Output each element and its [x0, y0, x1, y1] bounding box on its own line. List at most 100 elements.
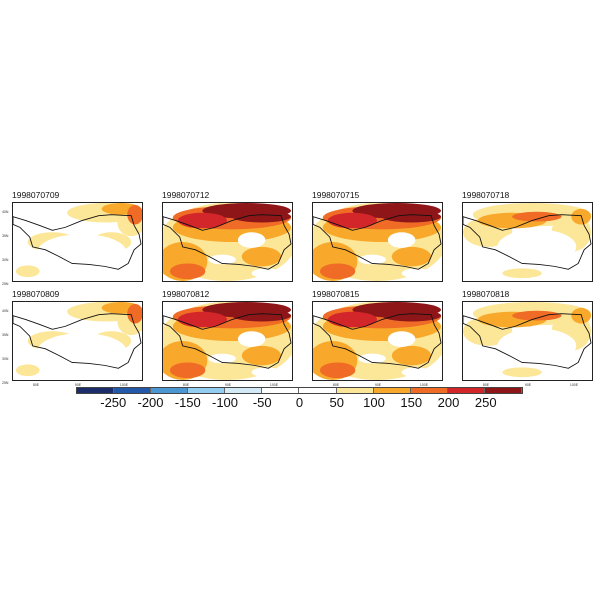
- anomaly-map: [162, 202, 293, 282]
- anomaly-region: [512, 211, 562, 222]
- lon-tick-label: 90E: [524, 383, 532, 387]
- neutral-region: [387, 232, 416, 248]
- anomaly-map: [162, 301, 293, 381]
- lon-tick-label: 100E: [569, 383, 579, 387]
- colorbar-box: [410, 388, 448, 393]
- neutral-region: [401, 367, 432, 378]
- colorbar-label: 0: [295, 395, 304, 410]
- plateau-boundary: [13, 214, 142, 270]
- anomaly-region: [15, 265, 40, 278]
- map-panel: 1998070715: [312, 190, 443, 282]
- anomaly-map: [312, 202, 443, 282]
- colorbar-box: [114, 388, 152, 393]
- panel-title: 1998070809: [12, 289, 60, 299]
- map-panel: 1998070815 80E 90E 100E: [312, 289, 443, 387]
- anomaly-map: [12, 301, 143, 381]
- neutral-region: [358, 254, 386, 265]
- colorbar-label: -200: [137, 395, 164, 410]
- colorbar-label: 100: [363, 395, 385, 410]
- panel-title: 1998070718: [462, 190, 510, 200]
- anomaly-region: [169, 263, 206, 280]
- map-panel: 1998070812 80E 90E 100E: [162, 289, 293, 387]
- neutral-region: [208, 353, 236, 364]
- map-panel: 1998070809 40N 35N 30N 25N 80E 90E 100E: [2, 289, 143, 387]
- anomaly-map: [312, 301, 443, 381]
- colorbar-label: -250: [100, 395, 127, 410]
- anomaly-region: [502, 268, 542, 279]
- lon-tick-label: 100E: [419, 383, 429, 387]
- colorbar-box: [373, 388, 411, 393]
- lon-tick-label: 80E: [332, 383, 340, 387]
- lat-tick-label: 30N: [2, 357, 9, 361]
- plateau-boundary: [163, 313, 292, 369]
- lon-tick-label: 90E: [374, 383, 382, 387]
- anomaly-region: [177, 311, 228, 328]
- colorbar-label: 200: [437, 395, 460, 410]
- colorbar-label: 150: [400, 395, 423, 410]
- neutral-region: [237, 331, 266, 347]
- anomaly-region: [381, 210, 442, 223]
- anomaly-map: [462, 301, 593, 381]
- lon-tick-label: 80E: [32, 383, 40, 387]
- map-panel: 1998070818 80E 90E 100E: [462, 289, 593, 387]
- map-panel: 1998070718: [462, 190, 593, 282]
- anomaly-region: [231, 210, 292, 223]
- lat-tick-label: 40N: [2, 210, 9, 214]
- neutral-region: [401, 268, 432, 279]
- anomaly-region: [231, 309, 292, 322]
- anomaly-region: [502, 367, 542, 378]
- anomaly-region: [319, 263, 356, 280]
- neutral-region: [37, 234, 127, 270]
- map-panel: 1998070712: [162, 190, 293, 282]
- panel-title: 1998070815: [312, 289, 360, 299]
- anomaly-region: [127, 204, 142, 225]
- neutral-region: [208, 254, 236, 265]
- lat-tick-label: 25N: [2, 381, 9, 385]
- neutral-region: [237, 232, 266, 248]
- neutral-region: [387, 331, 416, 347]
- plateau-boundary: [13, 313, 142, 369]
- colorbar: [76, 387, 523, 394]
- anomaly-map: [12, 202, 143, 282]
- plateau-boundary: [463, 214, 592, 270]
- colorbar-box: [151, 388, 189, 393]
- colorbar-label: 250: [474, 395, 497, 410]
- lon-tick-label: 90E: [224, 383, 232, 387]
- anomaly-region: [241, 345, 282, 366]
- lon-tick-label: 100E: [119, 383, 129, 387]
- colorbar-box: [336, 388, 374, 393]
- neutral-region: [497, 229, 577, 265]
- colorbar-box: [447, 388, 485, 393]
- lat-tick-label: 40N: [2, 309, 9, 313]
- lat-tick-label: 30N: [2, 258, 9, 262]
- lon-tick-label: 100E: [269, 383, 279, 387]
- colorbar-box: [225, 388, 263, 393]
- panel-title: 1998070709: [12, 190, 60, 200]
- colorbar-label: -100: [211, 395, 239, 410]
- colorbar-label: -150: [174, 395, 201, 410]
- anomaly-region: [391, 246, 432, 267]
- anomaly-region: [169, 362, 206, 379]
- lat-tick-label: 35N: [2, 234, 9, 238]
- lon-tick-label: 80E: [182, 383, 190, 387]
- lon-tick-label: 80E: [482, 383, 490, 387]
- plateau-boundary: [313, 214, 442, 270]
- neutral-region: [358, 353, 386, 364]
- anomaly-region: [241, 246, 282, 267]
- colorbar-box: [484, 388, 522, 393]
- plateau-boundary: [313, 313, 442, 369]
- colorbar-box: [262, 388, 300, 393]
- anomaly-map: [462, 202, 593, 282]
- colorbar-label: -50: [252, 395, 272, 410]
- colorbar-box: [188, 388, 226, 393]
- anomaly-region: [15, 364, 40, 377]
- anomaly-region: [177, 212, 228, 229]
- neutral-region: [37, 333, 127, 369]
- lat-tick-label: 35N: [2, 333, 9, 337]
- panel-title: 1998070712: [162, 190, 210, 200]
- anomaly-region: [327, 311, 378, 328]
- lon-tick-label: 90E: [74, 383, 82, 387]
- plateau-boundary: [463, 313, 592, 369]
- anomaly-region: [319, 362, 356, 379]
